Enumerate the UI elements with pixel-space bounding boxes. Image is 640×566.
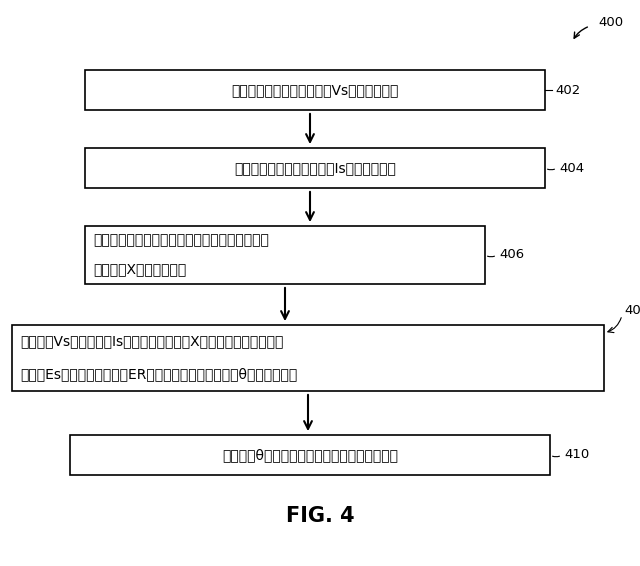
Text: 取得したVs、取得したIs、および推定したXの関数として発電端発: 取得したVs、取得したIs、および推定したXの関数として発電端発 (20, 335, 284, 349)
Text: 402: 402 (555, 84, 580, 96)
Text: 408: 408 (624, 305, 640, 318)
Text: 発電端発電機の電圧振幅（Vs）を取得する: 発電端発電機の電圧振幅（Vs）を取得する (231, 83, 399, 97)
Text: 推定したθに基づいて電力動揺状態を検出する: 推定したθに基づいて電力動揺状態を検出する (222, 448, 398, 462)
Text: 発電端発電機と受電端発電機との間の全リアク: 発電端発電機と受電端発電機との間の全リアク (93, 234, 269, 247)
Bar (12, 325, 604, 391)
Text: 発電端発電機の電流振幅（Is）を取得する: 発電端発電機の電流振幅（Is）を取得する (234, 161, 396, 175)
Bar (85, 148, 545, 188)
Bar (85, 226, 485, 284)
Text: 406: 406 (499, 248, 524, 261)
Text: 電機のEsと受電端発電機のERとの間の第１の動揺角（θ）を推定する: 電機のEsと受電端発電機のERとの間の第１の動揺角（θ）を推定する (20, 367, 297, 381)
Text: タンス（X）を推定する: タンス（X）を推定する (93, 263, 186, 277)
Text: 404: 404 (559, 161, 584, 174)
Text: FIG. 4: FIG. 4 (285, 506, 355, 526)
Bar (70, 435, 550, 475)
Text: 400: 400 (598, 15, 623, 28)
Bar (85, 70, 545, 110)
Text: 410: 410 (564, 448, 589, 461)
